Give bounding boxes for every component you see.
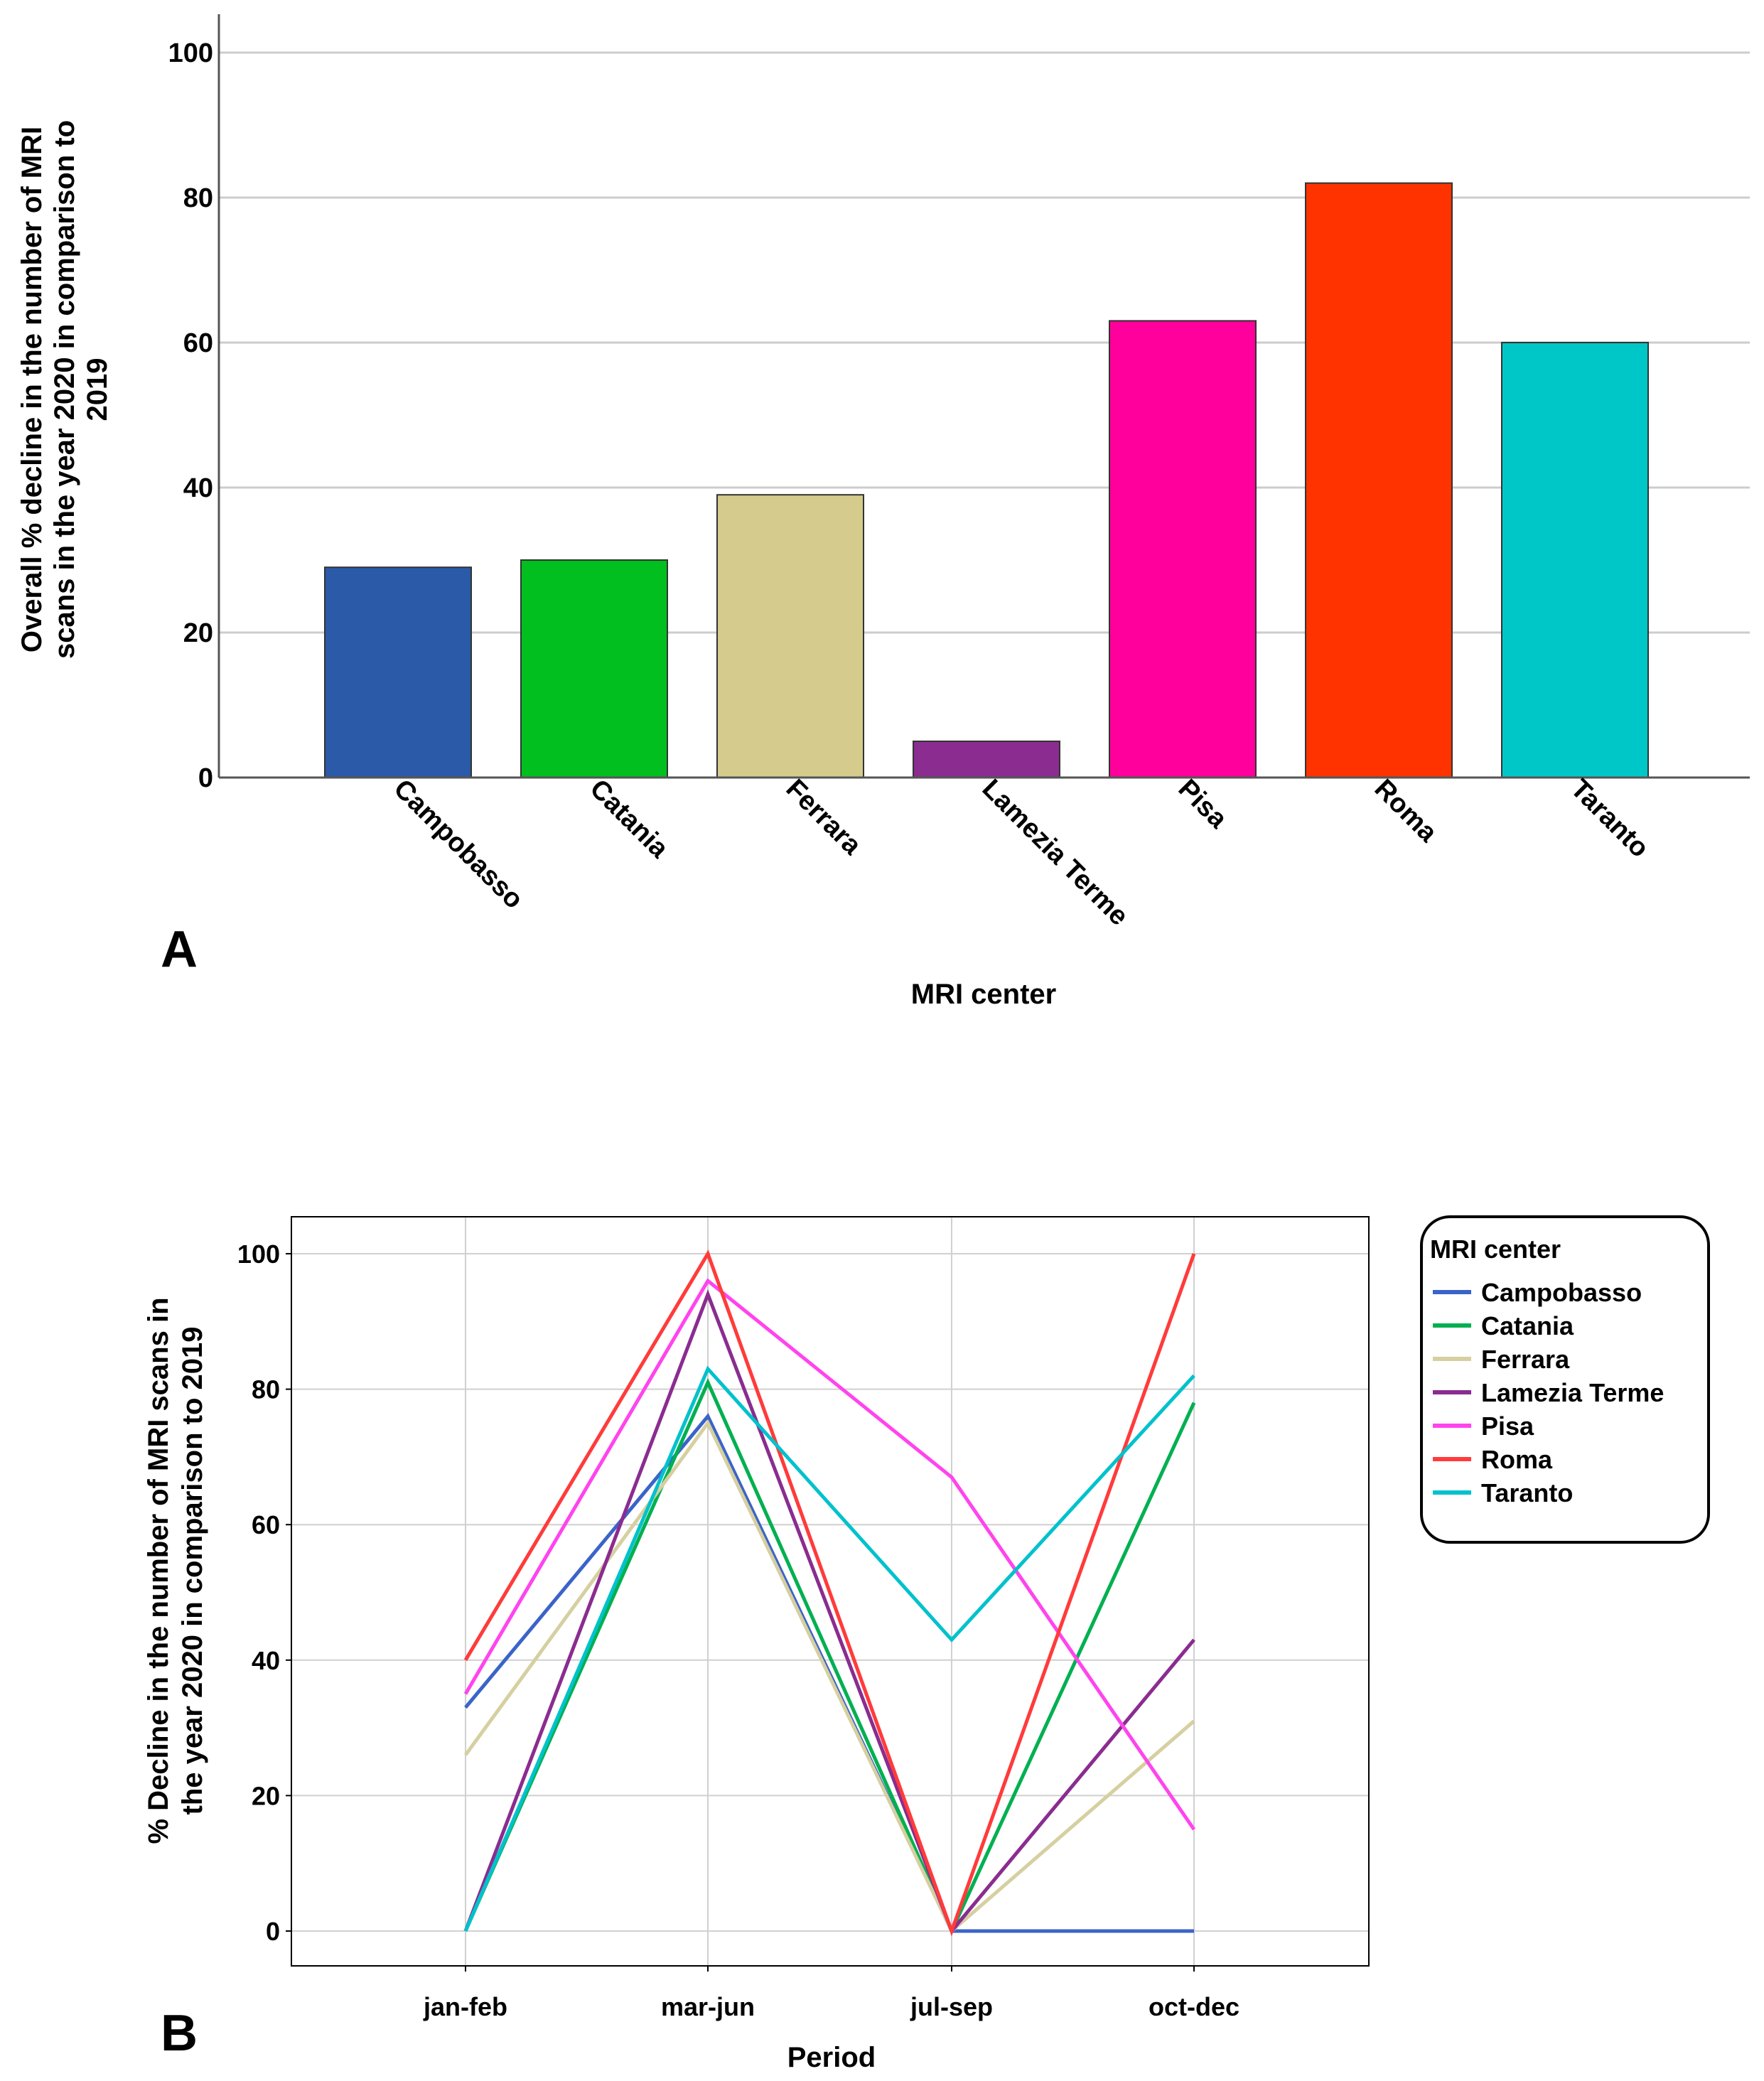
a-x-tick-label: Catania (584, 774, 674, 864)
b-legend-label: Taranto (1481, 1478, 1573, 1507)
a-y-axis-label-line: 2019 (82, 358, 113, 421)
a-bars (324, 182, 1649, 779)
b-legend-item: Campobasso (1433, 1278, 1642, 1307)
a-x-tick-labels: Campobasso Catania Ferrara Lamezia Terme Pis… (388, 774, 1655, 932)
a-y-axis-label-line: Overall % decline in the number of MRI (16, 127, 48, 652)
a-panel-label: A (161, 921, 198, 978)
b-legend-items: Campobasso Catania Ferrara Lamezia Terme Pis… (1433, 1278, 1664, 1507)
a-x-tick-label: Pisa (1173, 774, 1234, 835)
a-bar-catania (520, 559, 668, 778)
a-x-tick-label: Taranto (1565, 774, 1655, 864)
b-legend-label: Campobasso (1481, 1278, 1642, 1307)
b-x-axis-label: Period (787, 2042, 876, 2073)
b-x-tick-label: jul-sep (910, 1992, 993, 2021)
b-legend-label: Catania (1481, 1311, 1574, 1340)
b-legend-item: Ferrara (1433, 1345, 1570, 1374)
a-bar-taranto (1501, 342, 1649, 778)
b-y-tick-label: 80 (252, 1375, 280, 1404)
b-legend-label: Roma (1481, 1445, 1553, 1474)
b-y-tick-label: 0 (266, 1917, 280, 1946)
a-x-tick-label: Ferrara (780, 774, 868, 861)
a-axes (217, 14, 1750, 779)
b-legend-item: Roma (1433, 1445, 1553, 1474)
a-y-axis-label: Overall % decline in the number of MRIsc… (16, 120, 113, 659)
b-line-pisa (463, 1278, 1196, 1831)
a-y-tick-label: 20 (183, 618, 213, 648)
b-legend-item: Pisa (1433, 1411, 1534, 1441)
b-x-tick-label: oct-dec (1149, 1992, 1239, 2021)
b-legend-label: Lamezia Terme (1481, 1378, 1664, 1407)
b-y-tick-label: 100 (237, 1240, 280, 1269)
a-x-tick-label: Campobasso (388, 774, 529, 915)
b-line-catania (463, 1377, 1196, 1936)
b-legend-title: MRI center (1430, 1235, 1561, 1264)
b-legend-label: Ferrara (1481, 1345, 1570, 1374)
b-line-ferrara (463, 1419, 1195, 1935)
a-x-tick-label: Roma (1369, 774, 1443, 849)
b-legend-item: Lamezia Terme (1433, 1378, 1664, 1407)
b-y-tick-label: 20 (252, 1781, 280, 1810)
a-bar-lamezia-terme (913, 741, 1060, 778)
b-x-tick-label: jan-feb (423, 1992, 507, 2021)
b-x-tick-label: mar-jun (661, 1992, 755, 2021)
a-y-axis-label-line: scans in the year 2020 in comparison to (49, 120, 80, 659)
a-gridlines (219, 51, 1750, 634)
panel-a-bar-chart: 0 20 40 60 80 100 Campobasso Catania Ferrara Lam… (16, 14, 1750, 1010)
b-y-tick-labels: 0 20 40 60 80 100 (237, 1240, 291, 1946)
a-y-tick-label: 60 (183, 328, 213, 358)
a-y-tick-label: 0 (198, 763, 213, 793)
a-y-tick-label: 100 (168, 38, 213, 68)
b-line-lamezia-terme (463, 1289, 1195, 1935)
a-bar-ferrara (716, 494, 864, 778)
a-x-axis-label: MRI center (911, 979, 1057, 1010)
b-y-tick-label: 60 (252, 1510, 280, 1539)
b-legend-label: Pisa (1481, 1411, 1534, 1441)
b-x-tick-labels: jan-feb mar-jun jul-sep oct-dec (423, 1966, 1239, 2021)
b-legend-item: Taranto (1433, 1478, 1573, 1507)
b-legend-box (1420, 1215, 1710, 1544)
b-y-tick-label: 40 (252, 1646, 280, 1675)
b-series-lines (463, 1249, 1196, 1937)
b-line-roma (463, 1249, 1196, 1937)
panel-b-line-chart: 0 20 40 60 80 100 jan-feb mar-jun jul-sep oct-de… (143, 1215, 1710, 2073)
b-y-axis-label-line: % Decline in the number of MRI scans in (143, 1297, 174, 1844)
a-bar-campobasso (324, 566, 472, 778)
b-y-axis-label-line: the year 2020 in comparison to 2019 (177, 1327, 208, 1815)
a-bar-pisa (1109, 320, 1257, 778)
b-legend-item: Catania (1433, 1311, 1574, 1340)
a-bar-roma (1305, 182, 1453, 779)
a-y-tick-label: 80 (183, 183, 213, 213)
a-y-tick-label: 40 (183, 473, 213, 503)
a-y-tick-labels: 0 20 40 60 80 100 (168, 38, 213, 793)
b-panel-label: B (161, 2005, 198, 2062)
b-legend: MRI center Campobasso Catania Ferrara Lamez… (1420, 1215, 1710, 1544)
a-x-tick-label: Lamezia Terme (977, 774, 1134, 932)
b-line-taranto (463, 1365, 1195, 1932)
b-y-axis-label: % Decline in the number of MRI scans in t… (143, 1297, 208, 1844)
